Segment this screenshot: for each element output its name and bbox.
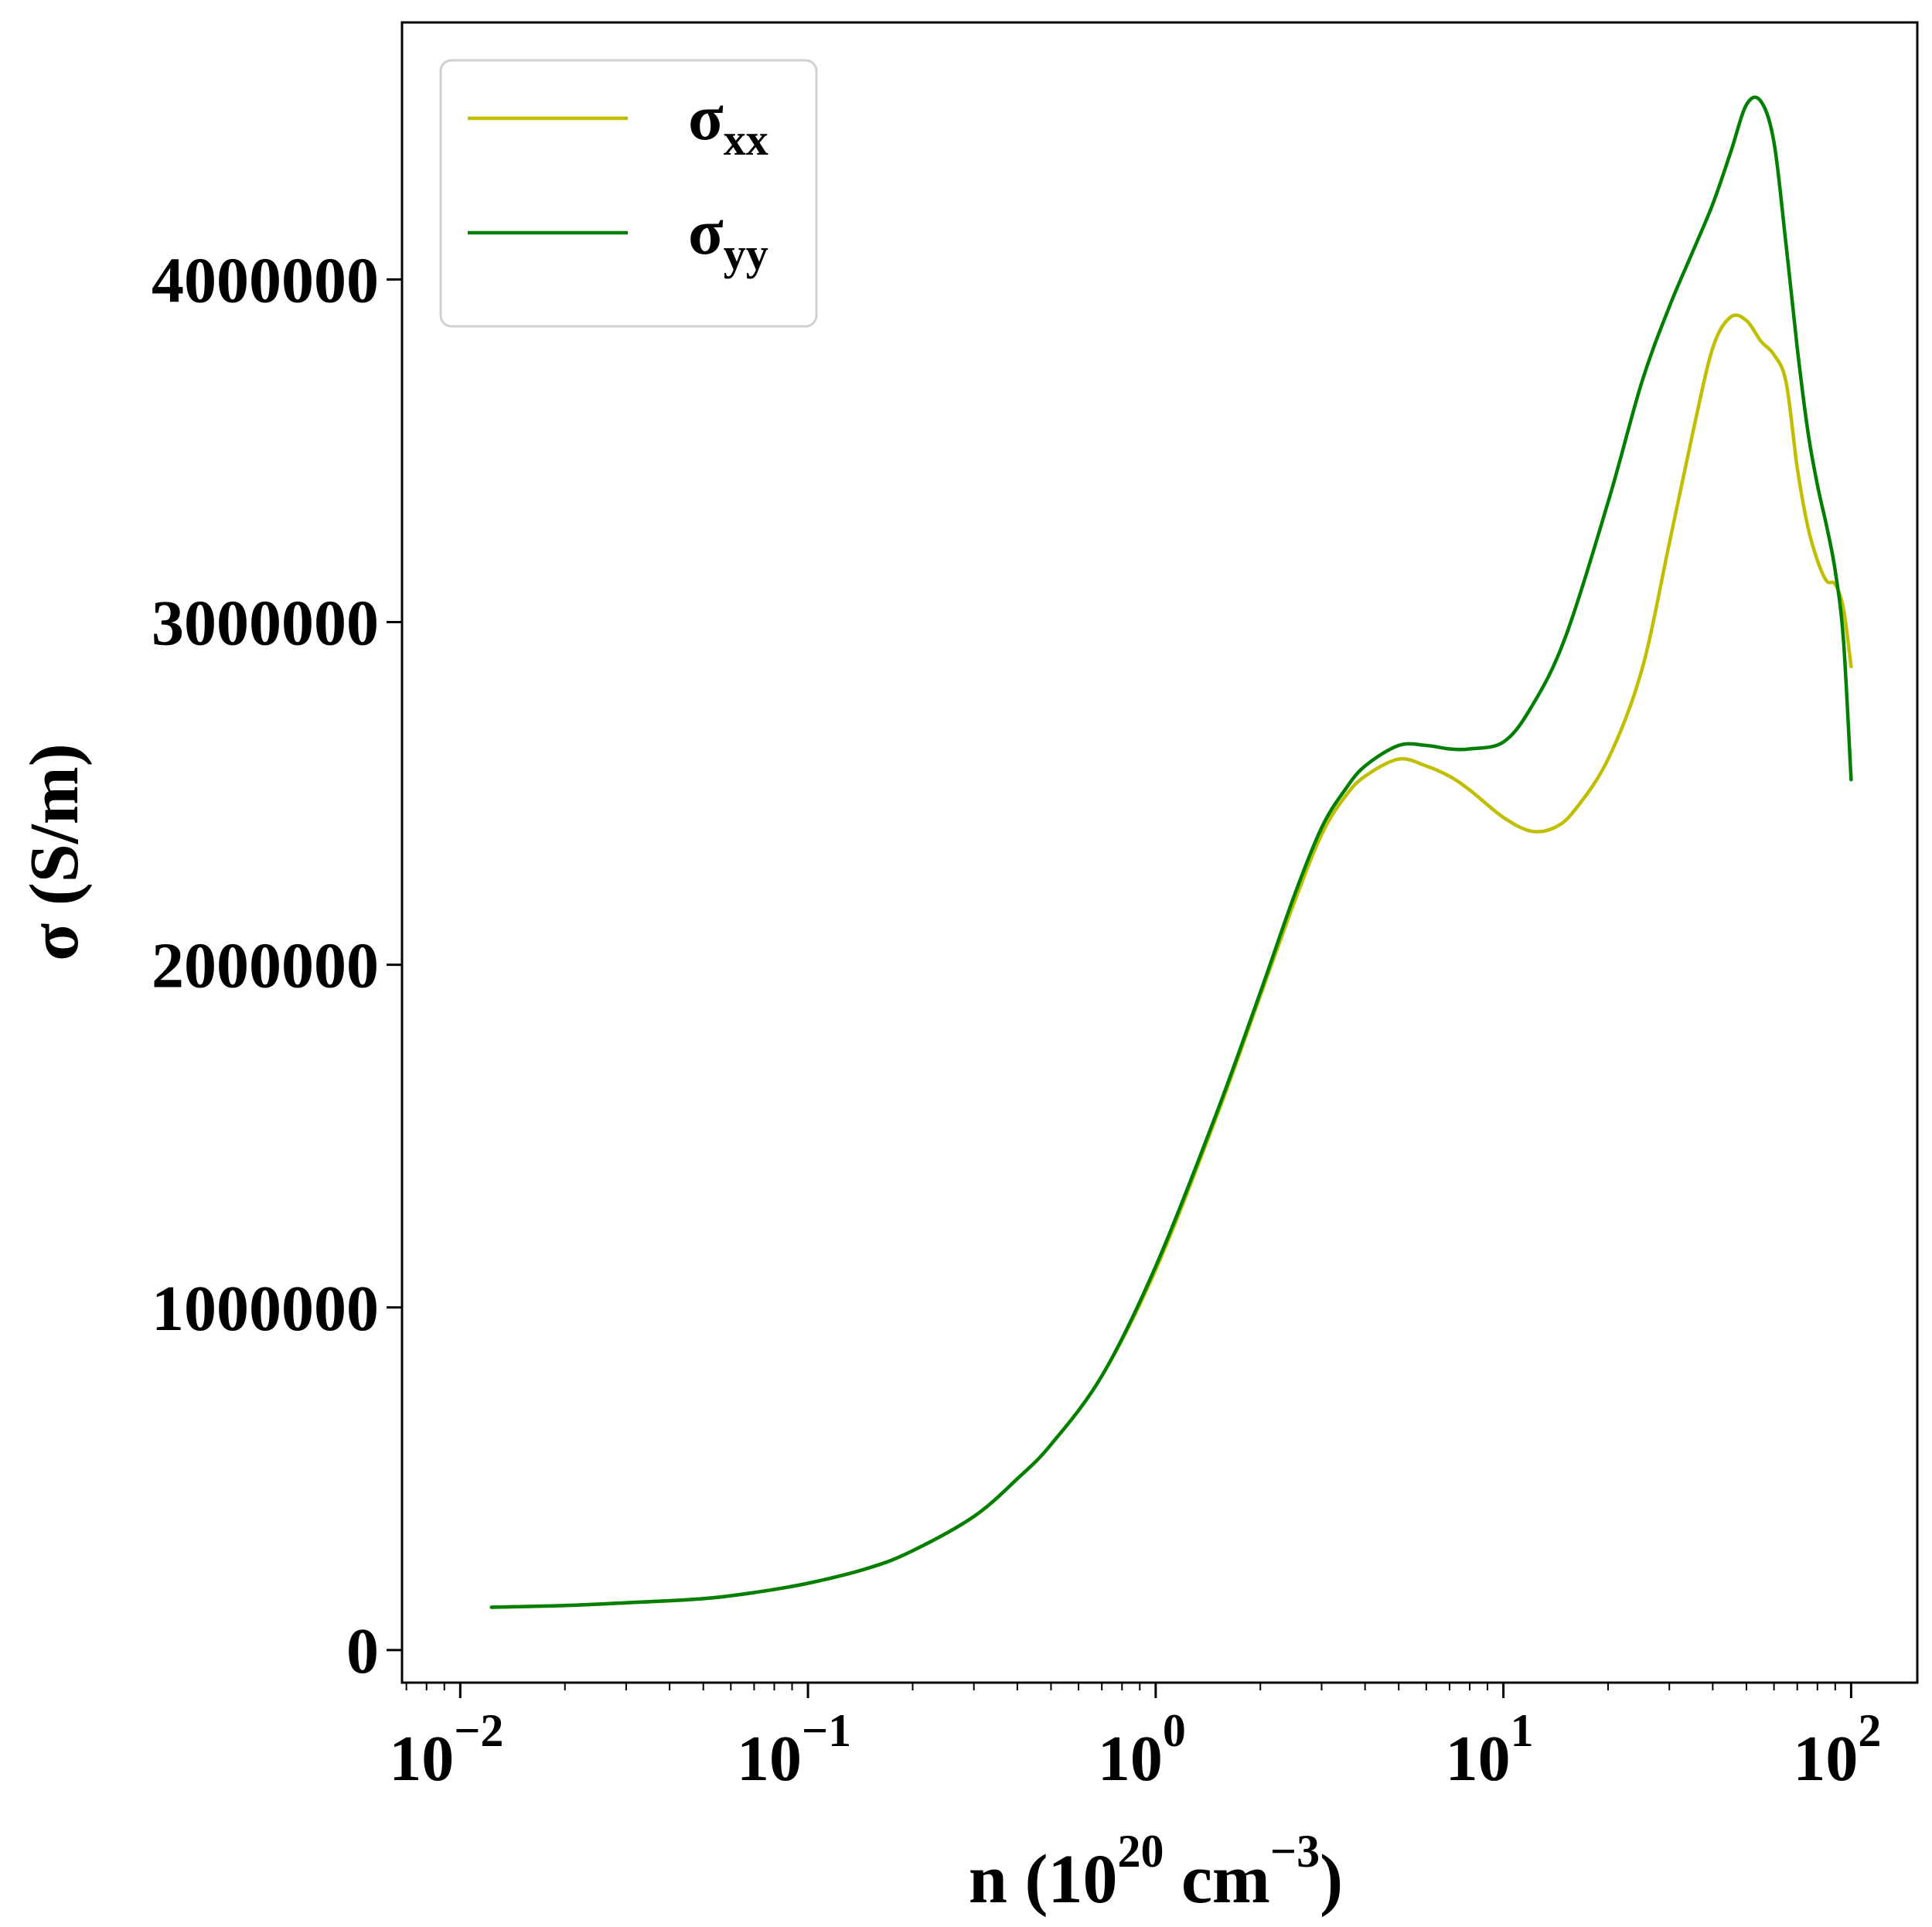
y-axis-title: σ (S/m) [16, 743, 93, 960]
x-tick-label: 100 [1098, 1705, 1186, 1795]
legend-label-sigma-yy: σyy [688, 196, 768, 279]
x-tick-label: 10−2 [389, 1705, 503, 1795]
y-tick-label: 0 [346, 1615, 379, 1687]
y-tick-label: 4000000 [152, 244, 379, 316]
x-tick-label: 102 [1793, 1705, 1881, 1795]
y-tick-label: 3000000 [152, 587, 379, 659]
series-layer [489, 95, 1853, 1609]
plot-area [489, 95, 1853, 1609]
y-tick-label: 1000000 [152, 1273, 379, 1345]
x-axis-title: n (1020 cm−3) [969, 1826, 1343, 1918]
y-axis: 0 1000000 2000000 3000000 4000000 [152, 244, 402, 1687]
x-tick-label: 10−1 [737, 1705, 851, 1795]
series-line-sigma-yy [489, 95, 1853, 1609]
x-axis: 10−2 10−1 100 101 102 [389, 1683, 1881, 1795]
y-tick-label: 2000000 [152, 930, 379, 1002]
legend-label-sigma-xx: σxx [688, 82, 768, 165]
x-tick-label: 101 [1446, 1705, 1534, 1795]
legend: σxx σyy [439, 59, 818, 328]
plot-frame [400, 21, 1919, 1684]
legend-frame [439, 59, 818, 328]
